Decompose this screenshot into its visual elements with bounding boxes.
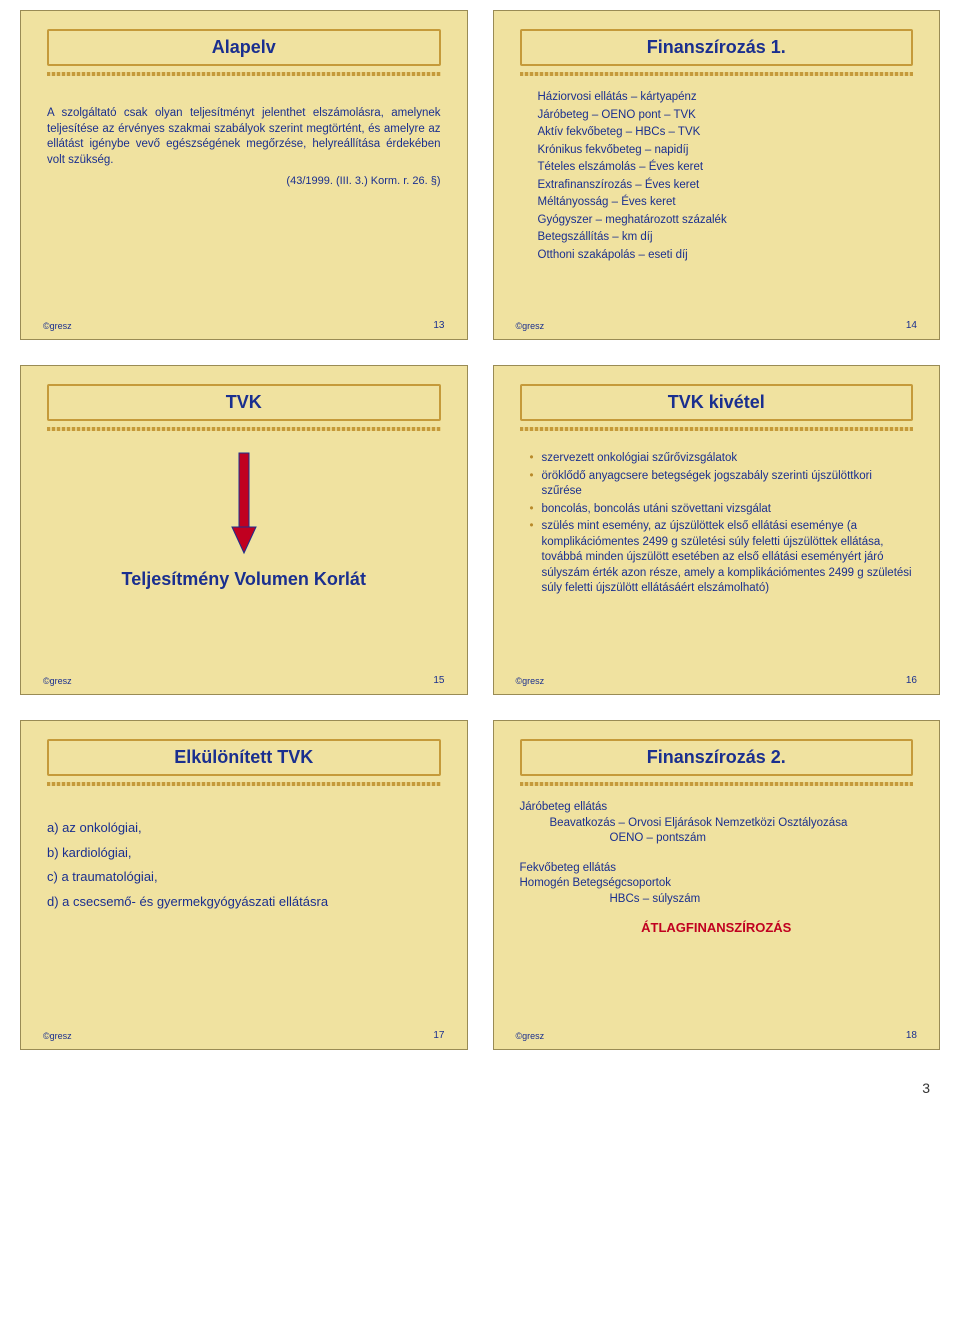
slide-16: TVK kivétel szervezett onkológiai szűrőv…	[493, 365, 941, 695]
slide-number: 13	[433, 320, 444, 331]
line-list: Háziorvosi ellátás – kártyapénz Járóbete…	[520, 90, 914, 263]
title-stripe	[520, 72, 914, 76]
section-line: HBCs – súlyszám	[520, 892, 914, 908]
bullet-list: szervezett onkológiai szűrővizsgálatok ö…	[520, 451, 914, 597]
slide-title: Finanszírozás 1.	[520, 29, 914, 66]
red-emphasis: ÁTLAGFINANSZÍROZÁS	[520, 919, 914, 937]
slide-body: szervezett onkológiai szűrővizsgálatok ö…	[520, 451, 914, 597]
copyright: ©gresz	[516, 676, 545, 686]
title-stripe	[47, 782, 441, 786]
list-item: a) az onkológiai,	[47, 816, 441, 841]
big-text: Teljesítmény Volumen Korlát	[47, 569, 441, 590]
citation: (43/1999. (III. 3.) Korm. r. 26. §)	[47, 174, 441, 189]
paragraph: A szolgáltató csak olyan teljesítményt j…	[47, 106, 441, 168]
copyright: ©gresz	[516, 1031, 545, 1041]
title-stripe	[520, 782, 914, 786]
slide-body: Járóbeteg ellátás Beavatkozás – Orvosi E…	[520, 800, 914, 937]
slide-number: 14	[906, 320, 917, 331]
slide-title: Finanszírozás 2.	[520, 739, 914, 776]
bullet-item: boncolás, boncolás utáni szövettani vizs…	[530, 502, 914, 518]
slide-title: TVK	[47, 384, 441, 421]
list-item: d) a csecsemő- és gyermekgyógyászati ell…	[47, 890, 441, 915]
slide-body: a) az onkológiai, b) kardiológiai, c) a …	[47, 816, 441, 915]
line-item: Gyógyszer – meghatározott százalék	[538, 213, 914, 229]
list-item: b) kardiológiai,	[47, 841, 441, 866]
bullet-item: szervezett onkológiai szűrővizsgálatok	[530, 451, 914, 467]
down-arrow-icon	[224, 449, 264, 559]
slide-body: Háziorvosi ellátás – kártyapénz Járóbete…	[520, 90, 914, 263]
line-item: Extrafinanszírozás – Éves keret	[538, 178, 914, 194]
slide-title: TVK kivétel	[520, 384, 914, 421]
section-line: OENO – pontszám	[520, 831, 914, 847]
line-item: Otthoni szakápolás – eseti díj	[538, 248, 914, 264]
line-item: Háziorvosi ellátás – kártyapénz	[538, 90, 914, 106]
slide-18: Finanszírozás 2. Járóbeteg ellátás Beava…	[493, 720, 941, 1050]
section-head: Fekvőbeteg ellátás	[520, 861, 914, 877]
slide-14: Finanszírozás 1. Háziorvosi ellátás – ká…	[493, 10, 941, 340]
copyright: ©gresz	[43, 676, 72, 686]
copyright: ©gresz	[516, 321, 545, 331]
slide-body: A szolgáltató csak olyan teljesítményt j…	[47, 106, 441, 189]
copyright: ©gresz	[43, 1031, 72, 1041]
slide-15: TVK Teljesítmény Volumen Korlát ©gresz 1…	[20, 365, 468, 695]
slide-number: 15	[433, 675, 444, 686]
page-number: 3	[20, 1080, 940, 1096]
line-item: Krónikus fekvőbeteg – napidíj	[538, 143, 914, 159]
line-item: Járóbeteg – OENO pont – TVK	[538, 108, 914, 124]
title-stripe	[520, 427, 914, 431]
list-item: c) a traumatológiai,	[47, 865, 441, 890]
slide-title: Alapelv	[47, 29, 441, 66]
bullet-item: öröklődő anyagcsere betegségek jogszabál…	[530, 469, 914, 500]
section-line: Beavatkozás – Orvosi Eljárások Nemzetköz…	[520, 816, 914, 832]
section-head: Járóbeteg ellátás	[520, 800, 914, 816]
slides-grid: Alapelv A szolgáltató csak olyan teljesí…	[20, 10, 940, 1050]
copyright: ©gresz	[43, 321, 72, 331]
slide-17: Elkülönített TVK a) az onkológiai, b) ka…	[20, 720, 468, 1050]
line-item: Tételes elszámolás – Éves keret	[538, 160, 914, 176]
slide-title: Elkülönített TVK	[47, 739, 441, 776]
line-item: Betegszállítás – km díj	[538, 230, 914, 246]
slide-number: 18	[906, 1030, 917, 1041]
slide-number: 16	[906, 675, 917, 686]
bullet-item: szülés mint esemény, az újszülöttek első…	[530, 519, 914, 597]
slide-number: 17	[433, 1030, 444, 1041]
section-line: Homogén Betegségcsoportok	[520, 876, 914, 892]
title-stripe	[47, 427, 441, 431]
slide-13: Alapelv A szolgáltató csak olyan teljesí…	[20, 10, 468, 340]
title-stripe	[47, 72, 441, 76]
line-item: Aktív fekvőbeteg – HBCs – TVK	[538, 125, 914, 141]
line-item: Méltányosság – Éves keret	[538, 195, 914, 211]
